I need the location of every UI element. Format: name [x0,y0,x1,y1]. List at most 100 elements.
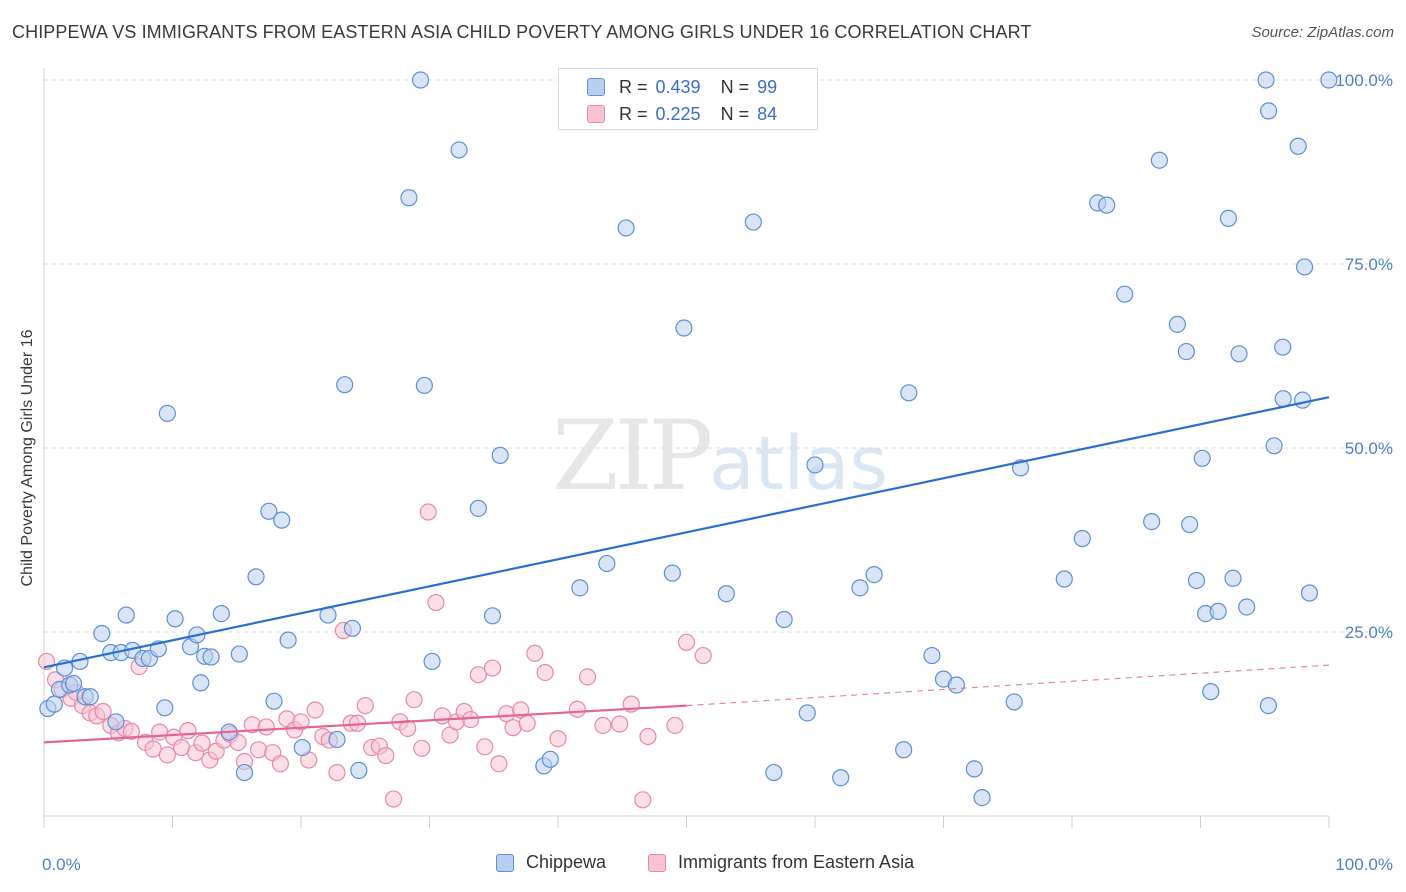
chippewa-point [1274,390,1292,408]
immigrants-swatch [648,853,666,872]
chippewa-point [1177,342,1195,361]
immigrants-point [158,746,176,764]
immigrants-point [639,727,657,746]
immigrants-point [399,719,417,738]
chippewa-point [81,688,99,706]
chippewa-point [1187,571,1206,590]
immigrants-trend-line [43,704,687,744]
chippewa-point [343,619,361,637]
series-chippewa-points [39,71,1338,807]
axes [43,68,1330,828]
immigrants-point [356,696,374,715]
chippewa-point [1098,196,1116,214]
chippewa-point [1168,315,1186,333]
chippewa-point [1224,569,1242,587]
chippewa-point [775,610,793,629]
chippewa-point [1055,570,1073,588]
immigrants-point [476,738,494,756]
chippewa-point [293,738,311,757]
chippewa-point [1202,683,1220,701]
chippewa-point [411,71,430,89]
legend-r-label: R = [619,76,648,97]
immigrants-point [413,739,431,757]
chippewa-point [1150,151,1168,169]
chippewa-point [1320,71,1338,89]
legend-label-immigrants: Immigrants from Eastern Asia [678,852,915,872]
immigrants-point [694,646,712,665]
chippewa-point [806,456,824,474]
chippewa-point [1073,529,1091,548]
immigrants-point [666,716,684,735]
chippewa-point [235,763,254,782]
chippewa-point [350,761,368,779]
chippewa-point [923,646,941,665]
immigrants-point [249,741,268,759]
y-tick-label: 75.0% [1345,255,1393,274]
immigrants-point [526,644,544,662]
chippewa-point [260,502,278,520]
chippewa-point [541,750,559,768]
tick-labels: 25.0% 50.0% 75.0% 100.0% 0.0% 100.0% [42,71,1393,874]
y-tick-label: 100.0% [1335,71,1393,90]
chippewa-point [865,565,883,584]
chippewa-point [230,645,248,663]
immigrants-point [594,716,612,735]
chippewa-point [1219,209,1238,227]
immigrants-point [634,791,652,809]
immigrants-point [677,633,696,651]
chippewa-point [571,579,589,597]
chippewa-point [663,564,681,582]
chippewa-point [1181,515,1199,534]
immigrants-point [377,747,395,765]
chippewa-trend-line [43,396,1330,669]
y-tick-label: 50.0% [1345,439,1393,458]
chippewa-point [1289,137,1307,155]
chippewa-point [469,499,487,517]
source-credit: Source: ZipAtlas.com [1251,24,1394,41]
immigrants-point [122,722,140,740]
chippewa-point [336,376,354,394]
immigrants-point [257,718,275,736]
chippewa-point [1300,584,1319,602]
legend-item-immigrants[interactable]: Immigrants from Eastern Asia [648,852,914,873]
chippewa-point [1193,449,1211,467]
immigrants-point [490,755,508,773]
chippewa-swatch [587,78,605,96]
y-tick-label: 25.0% [1345,623,1393,642]
immigrants-point [405,691,423,709]
immigrants-point [518,714,536,732]
chippewa-point [166,610,184,628]
immigrants-point [292,713,310,731]
legend-n-label: N = [720,103,750,124]
immigrants-point [179,722,197,740]
chippewa-point [450,141,468,159]
chippewa-point [1257,71,1275,89]
chippewa-point [598,554,616,573]
chippewa-point [798,704,816,722]
chippewa-point [156,699,174,717]
immigrants-point [611,715,629,733]
immigrants-point [483,659,502,677]
chippewa-point [744,213,762,231]
chippewa-point [832,769,850,787]
chippewa-point [1143,512,1161,531]
legend-row-immigrants: R = 0.225 N = 84 [587,102,777,126]
chart-title: CHIPPEWA VS IMMIGRANTS FROM EASTERN ASIA… [12,22,1032,42]
chippewa-point [973,788,991,807]
immigrants-point [306,701,324,719]
chippewa-point [273,511,291,529]
chippewa-point [212,604,230,623]
chippewa-point [851,579,869,597]
chippewa-point [279,631,297,649]
chippewa-point [64,674,83,693]
immigrants-point [384,790,403,808]
chippewa-point [192,674,210,692]
immigrants-point [469,666,487,684]
chippewa-point [423,652,441,671]
chippewa-point [717,585,735,603]
chippewa-point [895,741,913,759]
x-tick-label: 0.0% [42,855,81,874]
legend-item-chippewa[interactable]: Chippewa [496,852,606,873]
immigrants-trend-extension [686,664,1330,707]
